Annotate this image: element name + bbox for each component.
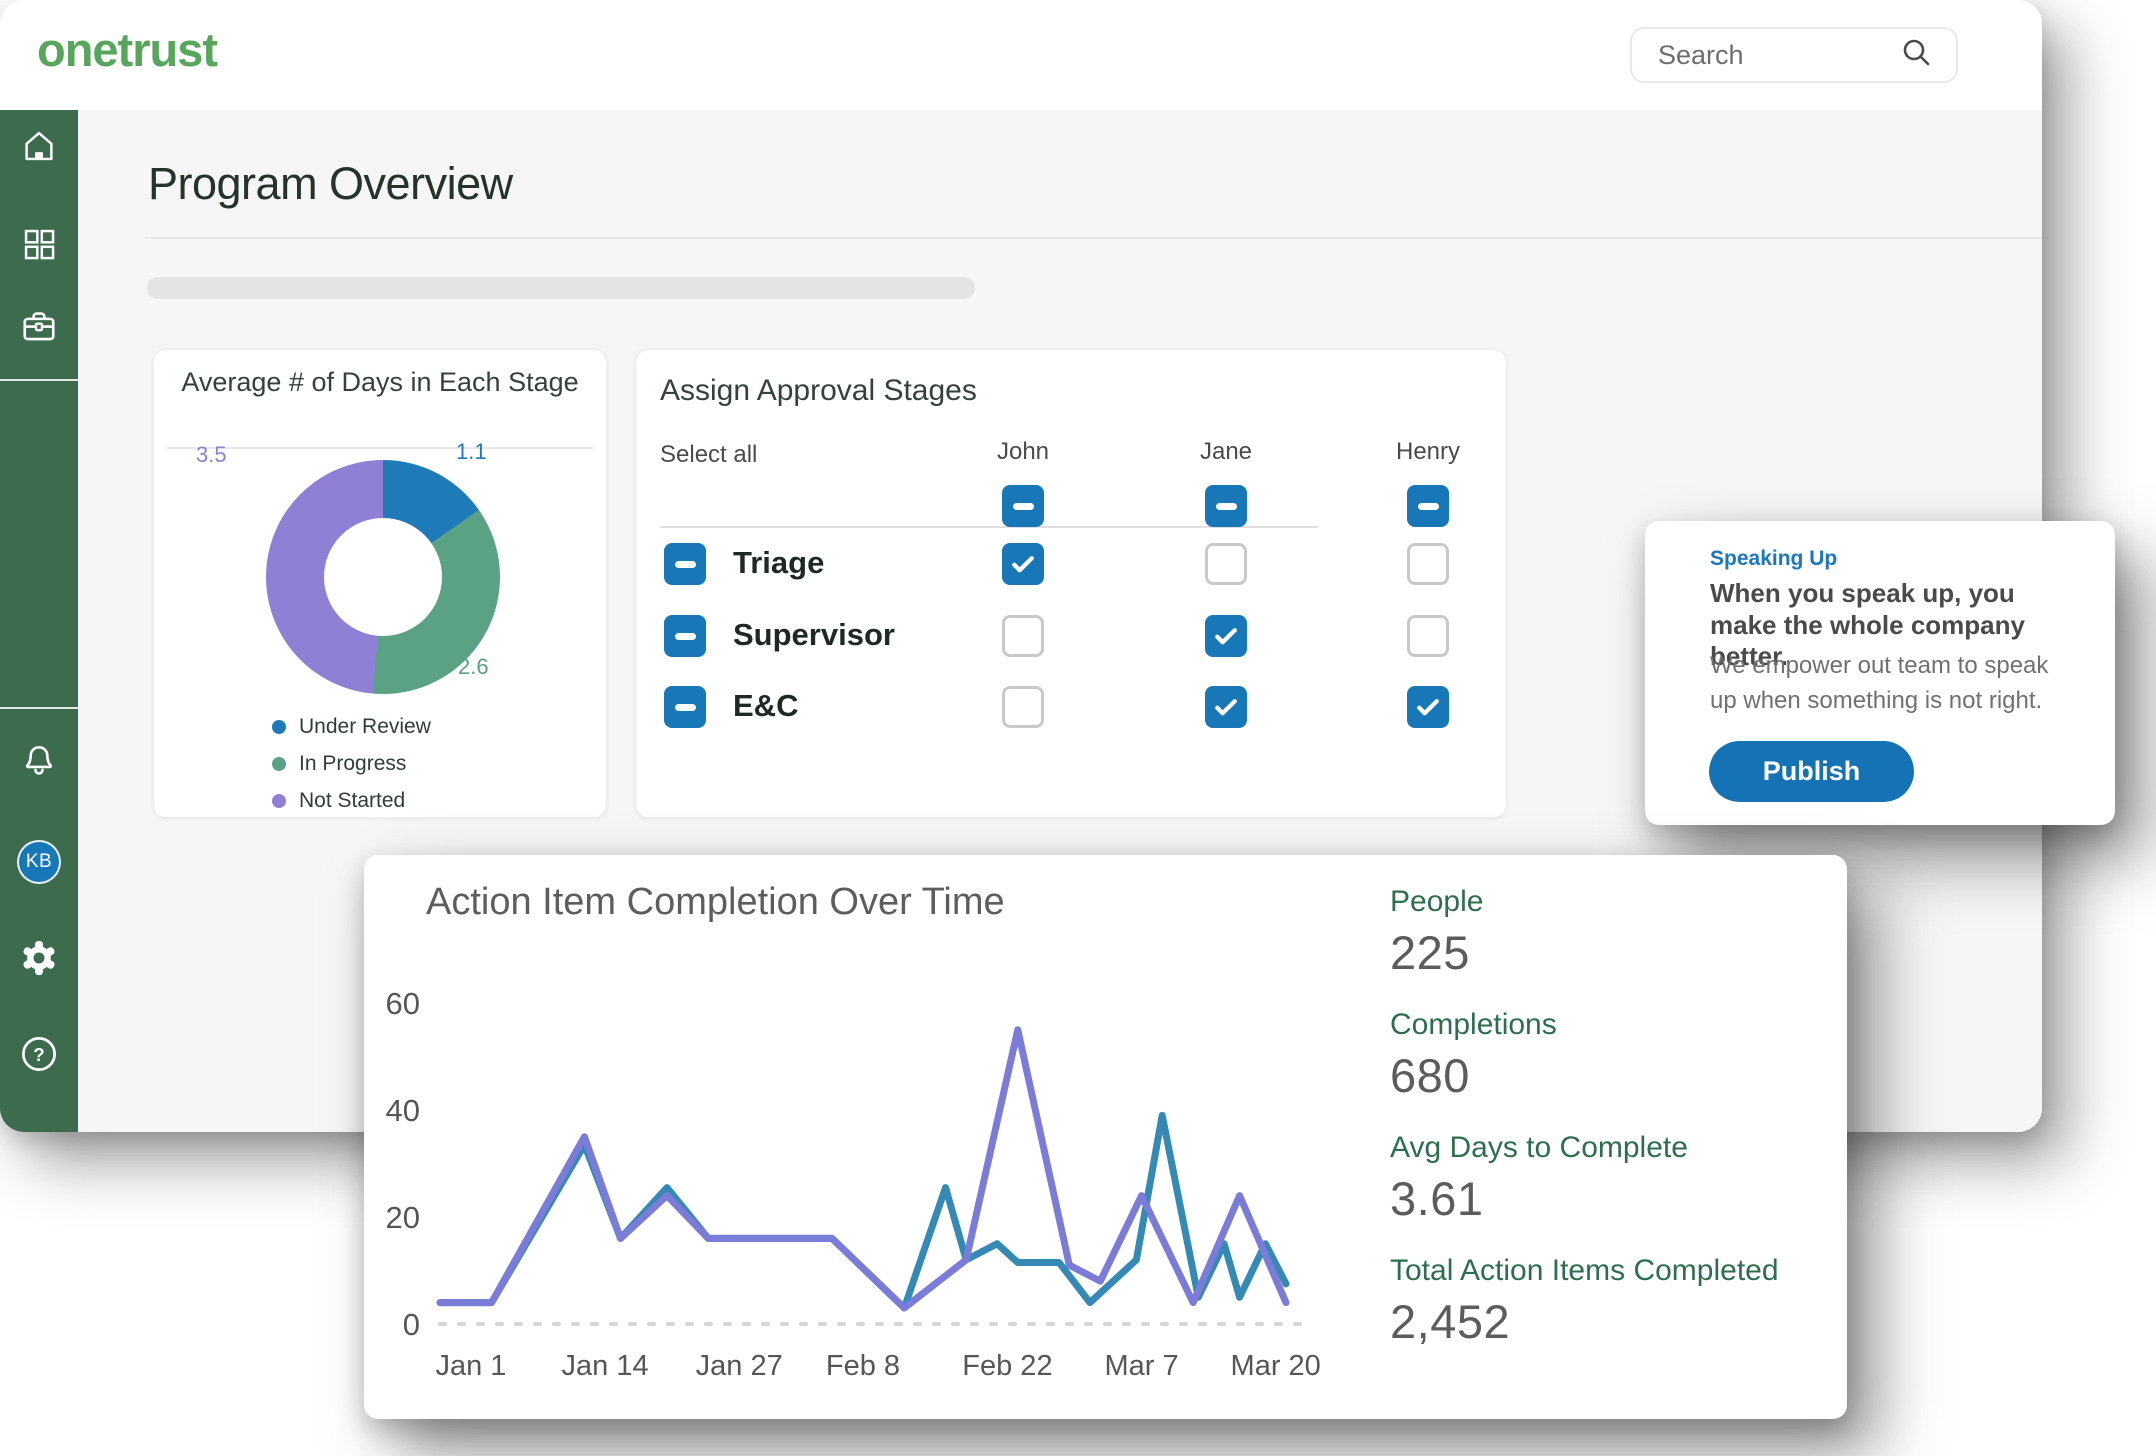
donut-value-in-progress: 2.6 (458, 654, 489, 679)
checkbox-supervisor-henry[interactable] (1407, 615, 1449, 657)
legend-dot (272, 756, 286, 771)
x-tick-label: Jan 27 (696, 1350, 783, 1382)
column-header-jane: Jane (1199, 438, 1253, 465)
checkbox-selectall-henry[interactable] (1407, 485, 1449, 527)
row-label-ec: E&C (733, 688, 799, 723)
sidebar-item-help[interactable]: ? (0, 1034, 78, 1079)
speaking-up-body: We empower out team to speak up when som… (1710, 652, 2049, 714)
sidebar-item-apps[interactable] (0, 226, 78, 267)
user-avatar[interactable]: KB (17, 840, 61, 884)
sidebar-item-workspace[interactable] (0, 307, 78, 350)
donut-legend: Under Review In Progress Not Started (272, 708, 431, 819)
speaking-up-heading: When you speak up, you make the whole co… (1710, 578, 2025, 672)
x-tick-label: Mar 7 (1104, 1350, 1178, 1382)
select-all-label: Select all (660, 441, 758, 468)
legend-item: Under Review (272, 708, 431, 745)
legend-label: Under Review (299, 714, 431, 738)
sidebar-item-settings[interactable] (0, 937, 78, 984)
sidebar-divider-top (0, 379, 78, 381)
sidebar: KB (0, 110, 78, 1132)
approval-card-title: Assign Approval Stages (660, 374, 977, 407)
stat-label: People (1390, 885, 1484, 918)
stat-label: Avg Days to Complete (1390, 1131, 1688, 1164)
donut-value-under-review: 1.1 (456, 439, 487, 464)
row-label-triage: Triage (733, 545, 825, 580)
checkbox-row-supervisor[interactable] (664, 615, 706, 657)
x-tick-label: Jan 1 (435, 1350, 506, 1382)
sidebar-item-notifications[interactable] (0, 742, 78, 785)
checkbox-row-triage[interactable] (664, 543, 706, 585)
y-tick-label: 60 (386, 986, 420, 1021)
donut-card-divider (167, 447, 593, 449)
svg-text:?: ? (33, 1044, 44, 1065)
column-header-john: John (996, 438, 1050, 465)
stat-value: 680 (1390, 1049, 1470, 1102)
legend-dot (272, 719, 286, 734)
help-icon: ? (19, 1034, 59, 1079)
stat-value: 225 (1390, 926, 1470, 979)
search-input[interactable] (1632, 39, 1900, 71)
donut-value-not-started: 3.5 (196, 442, 227, 467)
x-tick-label: Feb 8 (826, 1350, 900, 1382)
y-tick-label: 20 (386, 1200, 420, 1235)
stat-label: Completions (1390, 1008, 1557, 1041)
onetrust-logo: onetrust (37, 23, 218, 76)
checkbox-ec-henry[interactable] (1407, 686, 1449, 728)
page-title: Program Overview (148, 158, 513, 209)
checkbox-ec-john[interactable] (1002, 686, 1044, 728)
stats-panel: People 225 Completions 680 Avg Days to Compl… (1390, 885, 1820, 1377)
purple-series (436, 1026, 1290, 1312)
x-tick-label: Jan 14 (562, 1350, 649, 1382)
approval-header-divider (660, 526, 1318, 528)
sidebar-divider-bottom (0, 707, 78, 709)
stat-value: 2,452 (1390, 1295, 1511, 1348)
grid-icon (21, 226, 57, 267)
line-chart: 0 20 40 60 Jan 1 Jan 14 Jan 27 Feb 8 Feb 22 Mar 7… (386, 986, 1321, 1382)
checkbox-ec-jane[interactable] (1205, 686, 1247, 728)
bell-icon (20, 742, 58, 785)
skeleton-bar (147, 277, 975, 299)
column-header-henry: Henry (1395, 438, 1461, 465)
donut-chart-title: Average # of Days in Each Stage (181, 367, 579, 397)
sidebar-item-home[interactable] (0, 128, 78, 169)
checkbox-selectall-john[interactable] (1002, 485, 1044, 527)
teal-series (436, 1111, 1290, 1312)
row-label-supervisor: Supervisor (733, 617, 895, 652)
briefcase-icon (20, 307, 58, 350)
x-tick-label: Mar 20 (1231, 1350, 1321, 1382)
checkbox-supervisor-jane[interactable] (1205, 615, 1247, 657)
line-chart-title: Action Item Completion Over Time (426, 881, 1005, 923)
top-bar: onetrust (0, 0, 2042, 111)
gear-icon (18, 937, 60, 984)
checkbox-triage-jane[interactable] (1205, 543, 1247, 585)
action-item-chart-card: Action Item Completion Over Time 0 20 40 60… (364, 855, 1847, 1419)
legend-label: In Progress (299, 751, 407, 775)
legend-item: Not Started (272, 782, 431, 819)
checkbox-triage-henry[interactable] (1407, 543, 1449, 585)
search-icon[interactable] (1900, 36, 1934, 75)
legend-label: Not Started (299, 788, 406, 812)
avatar-initials: KB (25, 851, 53, 872)
stat-value: 3.61 (1390, 1172, 1484, 1225)
legend-dot (272, 793, 286, 808)
speaking-up-card: Speaking Up When you speak up, you make … (1645, 521, 2115, 825)
x-tick-label: Feb 22 (962, 1350, 1052, 1382)
y-tick-label: 0 (403, 1307, 420, 1342)
checkbox-triage-john[interactable] (1002, 543, 1044, 585)
checkbox-supervisor-john[interactable] (1002, 615, 1044, 657)
avg-days-card: Average # of Days in Each Stage 3.5 1.1 … (153, 349, 607, 818)
legend-item: In Progress (272, 745, 431, 782)
assign-approval-card: Assign Approval Stages Select all John Ja… (635, 349, 1507, 818)
donut-hole (324, 518, 442, 636)
speaking-up-link[interactable]: Speaking Up (1710, 547, 1838, 570)
y-tick-label: 40 (386, 1093, 420, 1128)
stat-label: Total Action Items Completed (1390, 1254, 1779, 1287)
publish-button[interactable]: Publish (1709, 741, 1914, 802)
search-box (1630, 27, 1958, 83)
title-divider (145, 237, 2042, 239)
checkbox-row-ec[interactable] (664, 686, 706, 728)
checkbox-selectall-jane[interactable] (1205, 485, 1247, 527)
home-icon (21, 128, 57, 169)
